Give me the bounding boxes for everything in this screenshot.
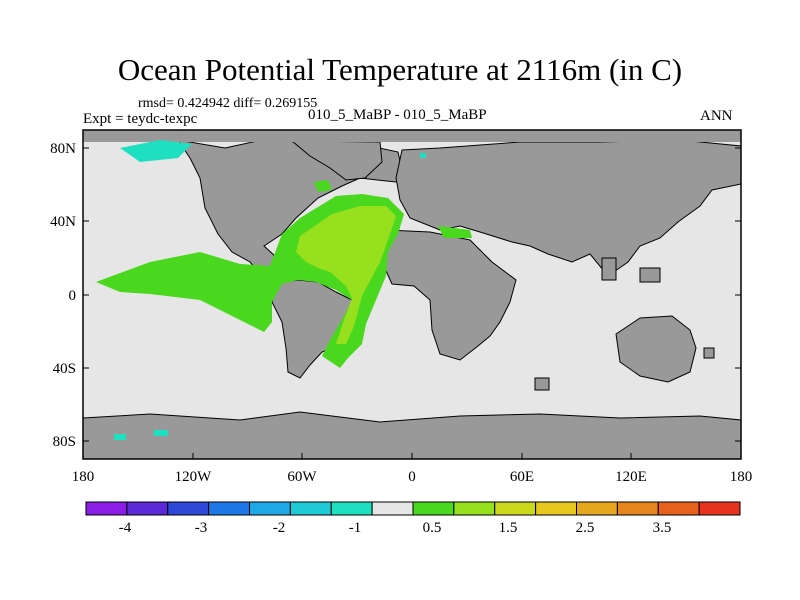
colorbar-swatch bbox=[657, 501, 700, 516]
atlantic-strong-warm-anomaly bbox=[296, 206, 396, 344]
colorbar-label: -3 bbox=[195, 520, 208, 536]
colorbar-label: -1 bbox=[349, 520, 362, 536]
kerguelen-island bbox=[534, 377, 550, 391]
lat-tick-label: 80N bbox=[50, 141, 76, 157]
southern-cold-patch-2 bbox=[154, 430, 168, 436]
nordic-warm-patch bbox=[314, 180, 332, 192]
colorbar-swatch bbox=[412, 501, 455, 516]
colorbar-swatch bbox=[289, 501, 332, 516]
colorbar-swatch bbox=[453, 501, 496, 516]
colorbar-swatch bbox=[576, 501, 618, 516]
colorbar-label: 3.5 bbox=[653, 520, 672, 536]
colorbar-swatch bbox=[167, 501, 210, 516]
anomaly-field bbox=[96, 140, 472, 440]
colorbar-swatch bbox=[249, 501, 291, 516]
land-masses bbox=[82, 130, 742, 460]
colorbar-swatch bbox=[330, 501, 373, 516]
se-asia-islands bbox=[601, 257, 617, 281]
colorbar-swatch bbox=[698, 501, 741, 516]
colorbar-labels: -4 -3 -2 -1 0.5 1.5 2.5 3.5 bbox=[119, 520, 672, 536]
lon-tick-label: 120E bbox=[615, 469, 647, 485]
map-panel: 80N 40N 0 40S 80S 180 120W 60W 0 60E 120… bbox=[50, 129, 753, 485]
colorbar-swatch bbox=[371, 501, 414, 516]
colorbar-swatch bbox=[208, 501, 250, 516]
experiment-label: Expt = teydc-texpc bbox=[83, 111, 198, 127]
rmsd-diff-stats: rmsd= 0.424942 diff= 0.269155 bbox=[138, 96, 318, 111]
colorbar-swatch bbox=[535, 501, 577, 516]
colorbar bbox=[85, 501, 741, 516]
greenland bbox=[290, 140, 383, 181]
lat-tick-label: 40S bbox=[53, 361, 76, 377]
season-label: ANN bbox=[700, 108, 733, 124]
lat-tick-label: 40N bbox=[50, 214, 76, 230]
new-zealand bbox=[703, 347, 715, 359]
lat-tick-label: 80S bbox=[53, 434, 76, 450]
lon-tick-label: 60E bbox=[510, 469, 534, 485]
colorbar-label: -4 bbox=[119, 520, 132, 536]
period-label: 010_5_MaBP - 010_5_MaBP bbox=[308, 107, 487, 123]
colorbar-swatch bbox=[126, 501, 169, 516]
africa bbox=[381, 229, 517, 361]
mediterranean-warm-patch bbox=[438, 226, 472, 238]
colorbar-label: -2 bbox=[273, 520, 286, 536]
colorbar-swatch bbox=[494, 501, 537, 516]
colorbar-swatch bbox=[85, 501, 128, 516]
lon-tick-label: 60W bbox=[287, 469, 317, 485]
lon-tick-label: 0 bbox=[408, 469, 416, 485]
colorbar-label: 1.5 bbox=[499, 520, 518, 536]
map-title: Ocean Potential Temperature at 2116m (in… bbox=[117, 52, 683, 87]
southern-cold-patch-1 bbox=[114, 434, 126, 440]
lat-tick-labels: 80N 40N 0 40S 80S bbox=[50, 141, 76, 450]
lon-tick-label: 120W bbox=[175, 469, 213, 485]
colorbar-label: 0.5 bbox=[423, 520, 442, 536]
arctic-cold-patch bbox=[120, 140, 192, 162]
colorbar-label: 2.5 bbox=[576, 520, 595, 536]
tick-marks bbox=[83, 147, 741, 459]
colorbar-swatch bbox=[616, 501, 659, 516]
australia bbox=[615, 315, 697, 383]
arctic-land bbox=[83, 130, 741, 142]
lon-tick-labels: 180 120W 60W 0 60E 120E 180 bbox=[72, 469, 753, 485]
arctic-cold-patch-small bbox=[420, 153, 426, 158]
indonesia-islands bbox=[639, 267, 661, 283]
lon-tick-label: 180 bbox=[72, 469, 95, 485]
lat-tick-label: 0 bbox=[69, 288, 77, 304]
lon-tick-label: 180 bbox=[730, 469, 753, 485]
